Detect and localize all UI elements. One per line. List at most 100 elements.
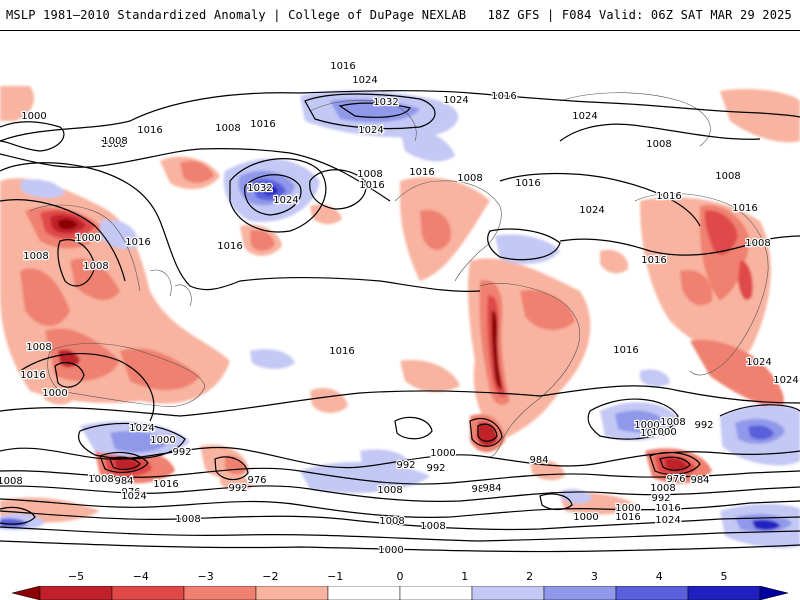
isobar (559, 235, 800, 256)
isobar-label: 1008 (26, 342, 51, 353)
anomaly-area (704, 210, 753, 301)
isobar (0, 90, 800, 142)
isobar (19, 353, 155, 422)
anomaly-area (40, 379, 73, 405)
colorbar-tick-label: −2 (262, 570, 279, 583)
isobar-label: 1016 (153, 479, 178, 490)
isobar-label: 1024 (773, 375, 798, 386)
colorbar-scale (11, 586, 789, 600)
isobar-label: 1016 (655, 503, 680, 514)
colorbar-tick-label: −5 (67, 570, 85, 583)
isobar-label: 1000 (615, 503, 640, 514)
isobar-label: 1016 (491, 91, 516, 102)
isobar (99, 451, 149, 473)
isobar-label: 1024 (443, 95, 468, 106)
anomaly-area (600, 249, 629, 274)
isobar-label: 1016 (515, 178, 540, 189)
colorbar: −5 −4 −3 −2 −1 0 1 2 3 4 5 (0, 570, 800, 600)
model-run-info: 18Z GFS | F084 Valid: 06Z SAT MAR 29 202… (487, 8, 792, 22)
isobar (309, 169, 367, 210)
header-bar: MSLP 1981–2010 Standardized Anomaly | Co… (0, 0, 800, 30)
anomaly-area (262, 184, 278, 195)
coastline (394, 180, 502, 282)
colorbar-min-arrow (11, 586, 41, 600)
colorbar-swatch (255, 586, 329, 600)
anomaly-area (491, 310, 502, 390)
isobar-label: 1008 (420, 521, 445, 532)
colorbar-swatch (687, 586, 761, 600)
colorbar-swatch (39, 586, 113, 600)
isobar (587, 398, 679, 440)
anomaly-shading-layer (0, 86, 800, 548)
colorbar-tick-label: 4 (655, 570, 663, 583)
anomaly-area (250, 229, 275, 251)
isobar (304, 93, 436, 130)
isobar-label: 1008 (457, 173, 482, 184)
isobar (0, 498, 800, 518)
isobar-label: 1016 (329, 346, 354, 357)
isobar-label: 1000 (150, 435, 175, 446)
isobar (0, 162, 481, 292)
coastline (634, 193, 769, 376)
coastline (47, 343, 206, 407)
anomaly-area (20, 179, 65, 199)
isobar-label: 992 (426, 463, 445, 474)
anomaly-area (400, 130, 455, 162)
isobar (77, 422, 186, 460)
isobar (109, 456, 141, 470)
anomaly-area (420, 210, 451, 251)
isobar-label: 1000 (651, 427, 676, 438)
isobar-label: 1016 (641, 255, 666, 266)
coastline-layer (29, 92, 769, 458)
isobar-label: 984 (690, 475, 709, 486)
isobar (394, 416, 433, 440)
isobar (0, 485, 800, 502)
isobar-label: 1024 (572, 111, 597, 122)
isobar (244, 174, 302, 216)
isobar-label: 1016 (137, 125, 162, 136)
isobar-label: 992 (651, 493, 670, 504)
anomaly-area (0, 86, 35, 121)
isobar-label: 1008 (379, 516, 404, 527)
isobar (57, 239, 96, 287)
isobar (649, 451, 701, 475)
isobar-label: 1016 (359, 180, 384, 191)
isobar-label: 1024 (358, 125, 383, 136)
isobar-label: 1016 (125, 237, 150, 248)
isobar (54, 362, 85, 388)
isobar-label: 992 (396, 460, 415, 471)
colorbar-tick-label: 1 (461, 570, 469, 583)
isobar-label: 1008 (175, 514, 200, 525)
isobar-label: 1008 (357, 169, 382, 180)
isobar-layer (0, 90, 800, 553)
isobar-label: 1008 (102, 136, 127, 147)
anomaly-area (748, 425, 774, 440)
colorbar-swatch (111, 586, 185, 600)
anomaly-area (0, 518, 28, 528)
anomaly-area (110, 431, 168, 453)
anomaly-area (360, 449, 410, 469)
isobar (0, 385, 800, 417)
isobar (0, 467, 800, 485)
isobar (0, 121, 65, 152)
colorbar-swatch (543, 586, 617, 600)
anomaly-area (479, 280, 575, 405)
isobar-label: 1032 (247, 183, 272, 194)
colorbar-tick-label: −1 (327, 570, 344, 583)
isobar (487, 228, 561, 261)
isobar-label: 1008 (23, 251, 48, 262)
colorbar-swatch (471, 586, 545, 600)
isobar-label: 1016 (613, 345, 638, 356)
isobar-label: 1000 (634, 420, 659, 431)
isobar-label: 1000 (573, 512, 598, 523)
isobar-label: 1032 (373, 97, 398, 108)
isobar (539, 493, 573, 511)
isobar-label: 1000 (430, 448, 455, 459)
coastline (559, 92, 711, 147)
isobar-label: 1008 (0, 476, 23, 487)
isobar-label: 1024 (121, 491, 146, 502)
isobar (0, 148, 391, 202)
isobar (0, 510, 800, 531)
isobar-label: 1024 (273, 195, 298, 206)
isobar-label: 1008 (88, 474, 113, 485)
